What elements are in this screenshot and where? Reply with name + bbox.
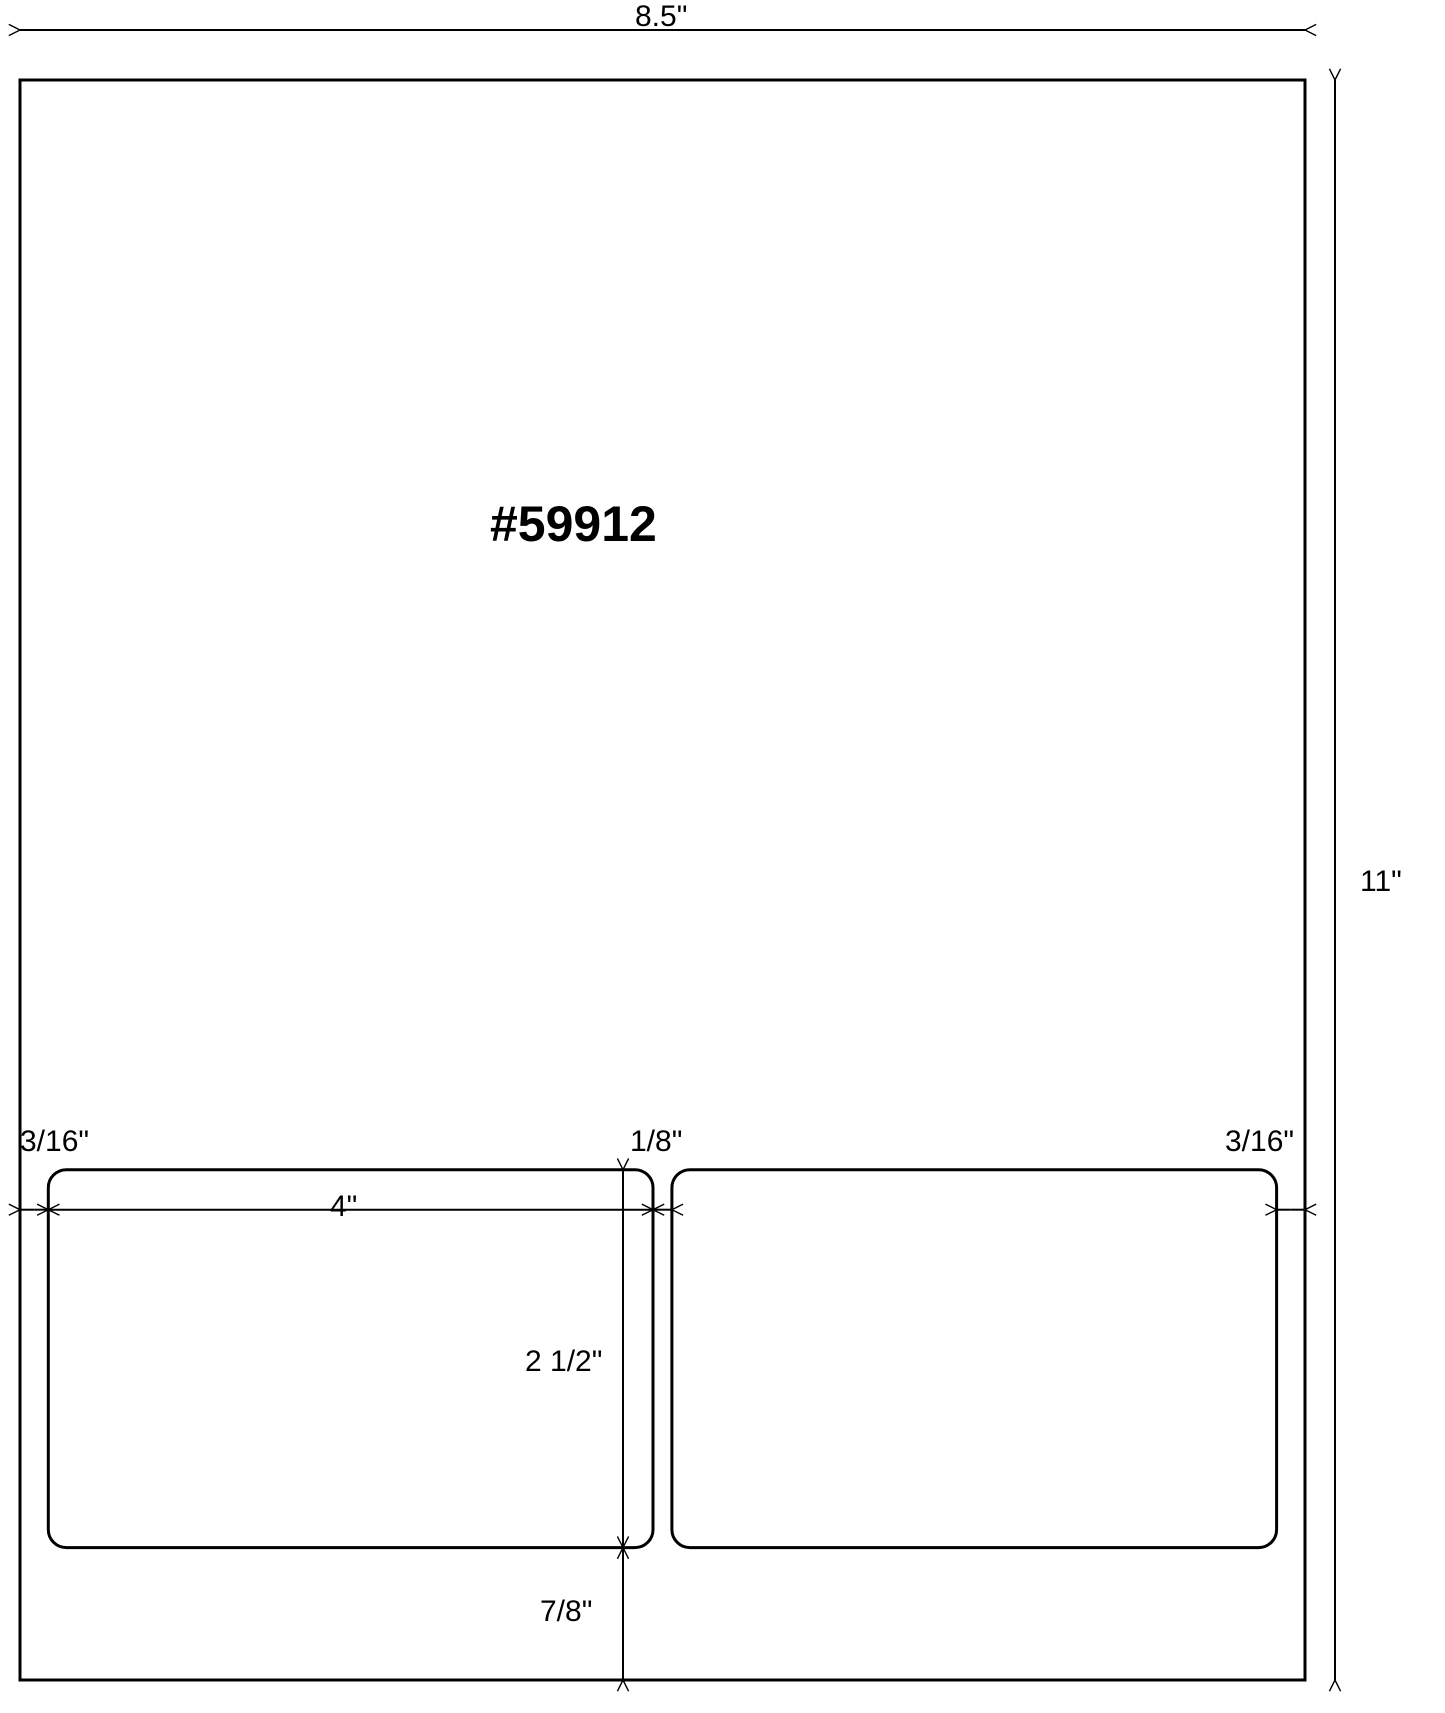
dim-gap: 1/8" xyxy=(630,1125,682,1159)
sheet-rect xyxy=(20,80,1305,1680)
dim-margin-left: 3/16" xyxy=(20,1125,89,1159)
dim-label-width: 4" xyxy=(330,1190,357,1224)
dim-page-width: 8.5" xyxy=(635,0,687,34)
dim-label-height: 2 1/2" xyxy=(525,1345,602,1379)
sheet-outline xyxy=(20,80,1305,1680)
label-rect-right xyxy=(672,1170,1277,1548)
dim-margin-right: 3/16" xyxy=(1225,1125,1294,1159)
label-outlines xyxy=(48,1170,1276,1548)
diagram-svg xyxy=(0,0,1445,1713)
dimension-lines xyxy=(20,30,1335,1680)
dim-page-height: 11" xyxy=(1360,865,1402,899)
diagram-stage: #59912 8.5" 11" 3/16" 1/8" 3/16" 4" 2 1/… xyxy=(0,0,1445,1713)
part-number-label: #59912 xyxy=(490,495,657,553)
dim-margin-bottom: 7/8" xyxy=(540,1595,592,1629)
